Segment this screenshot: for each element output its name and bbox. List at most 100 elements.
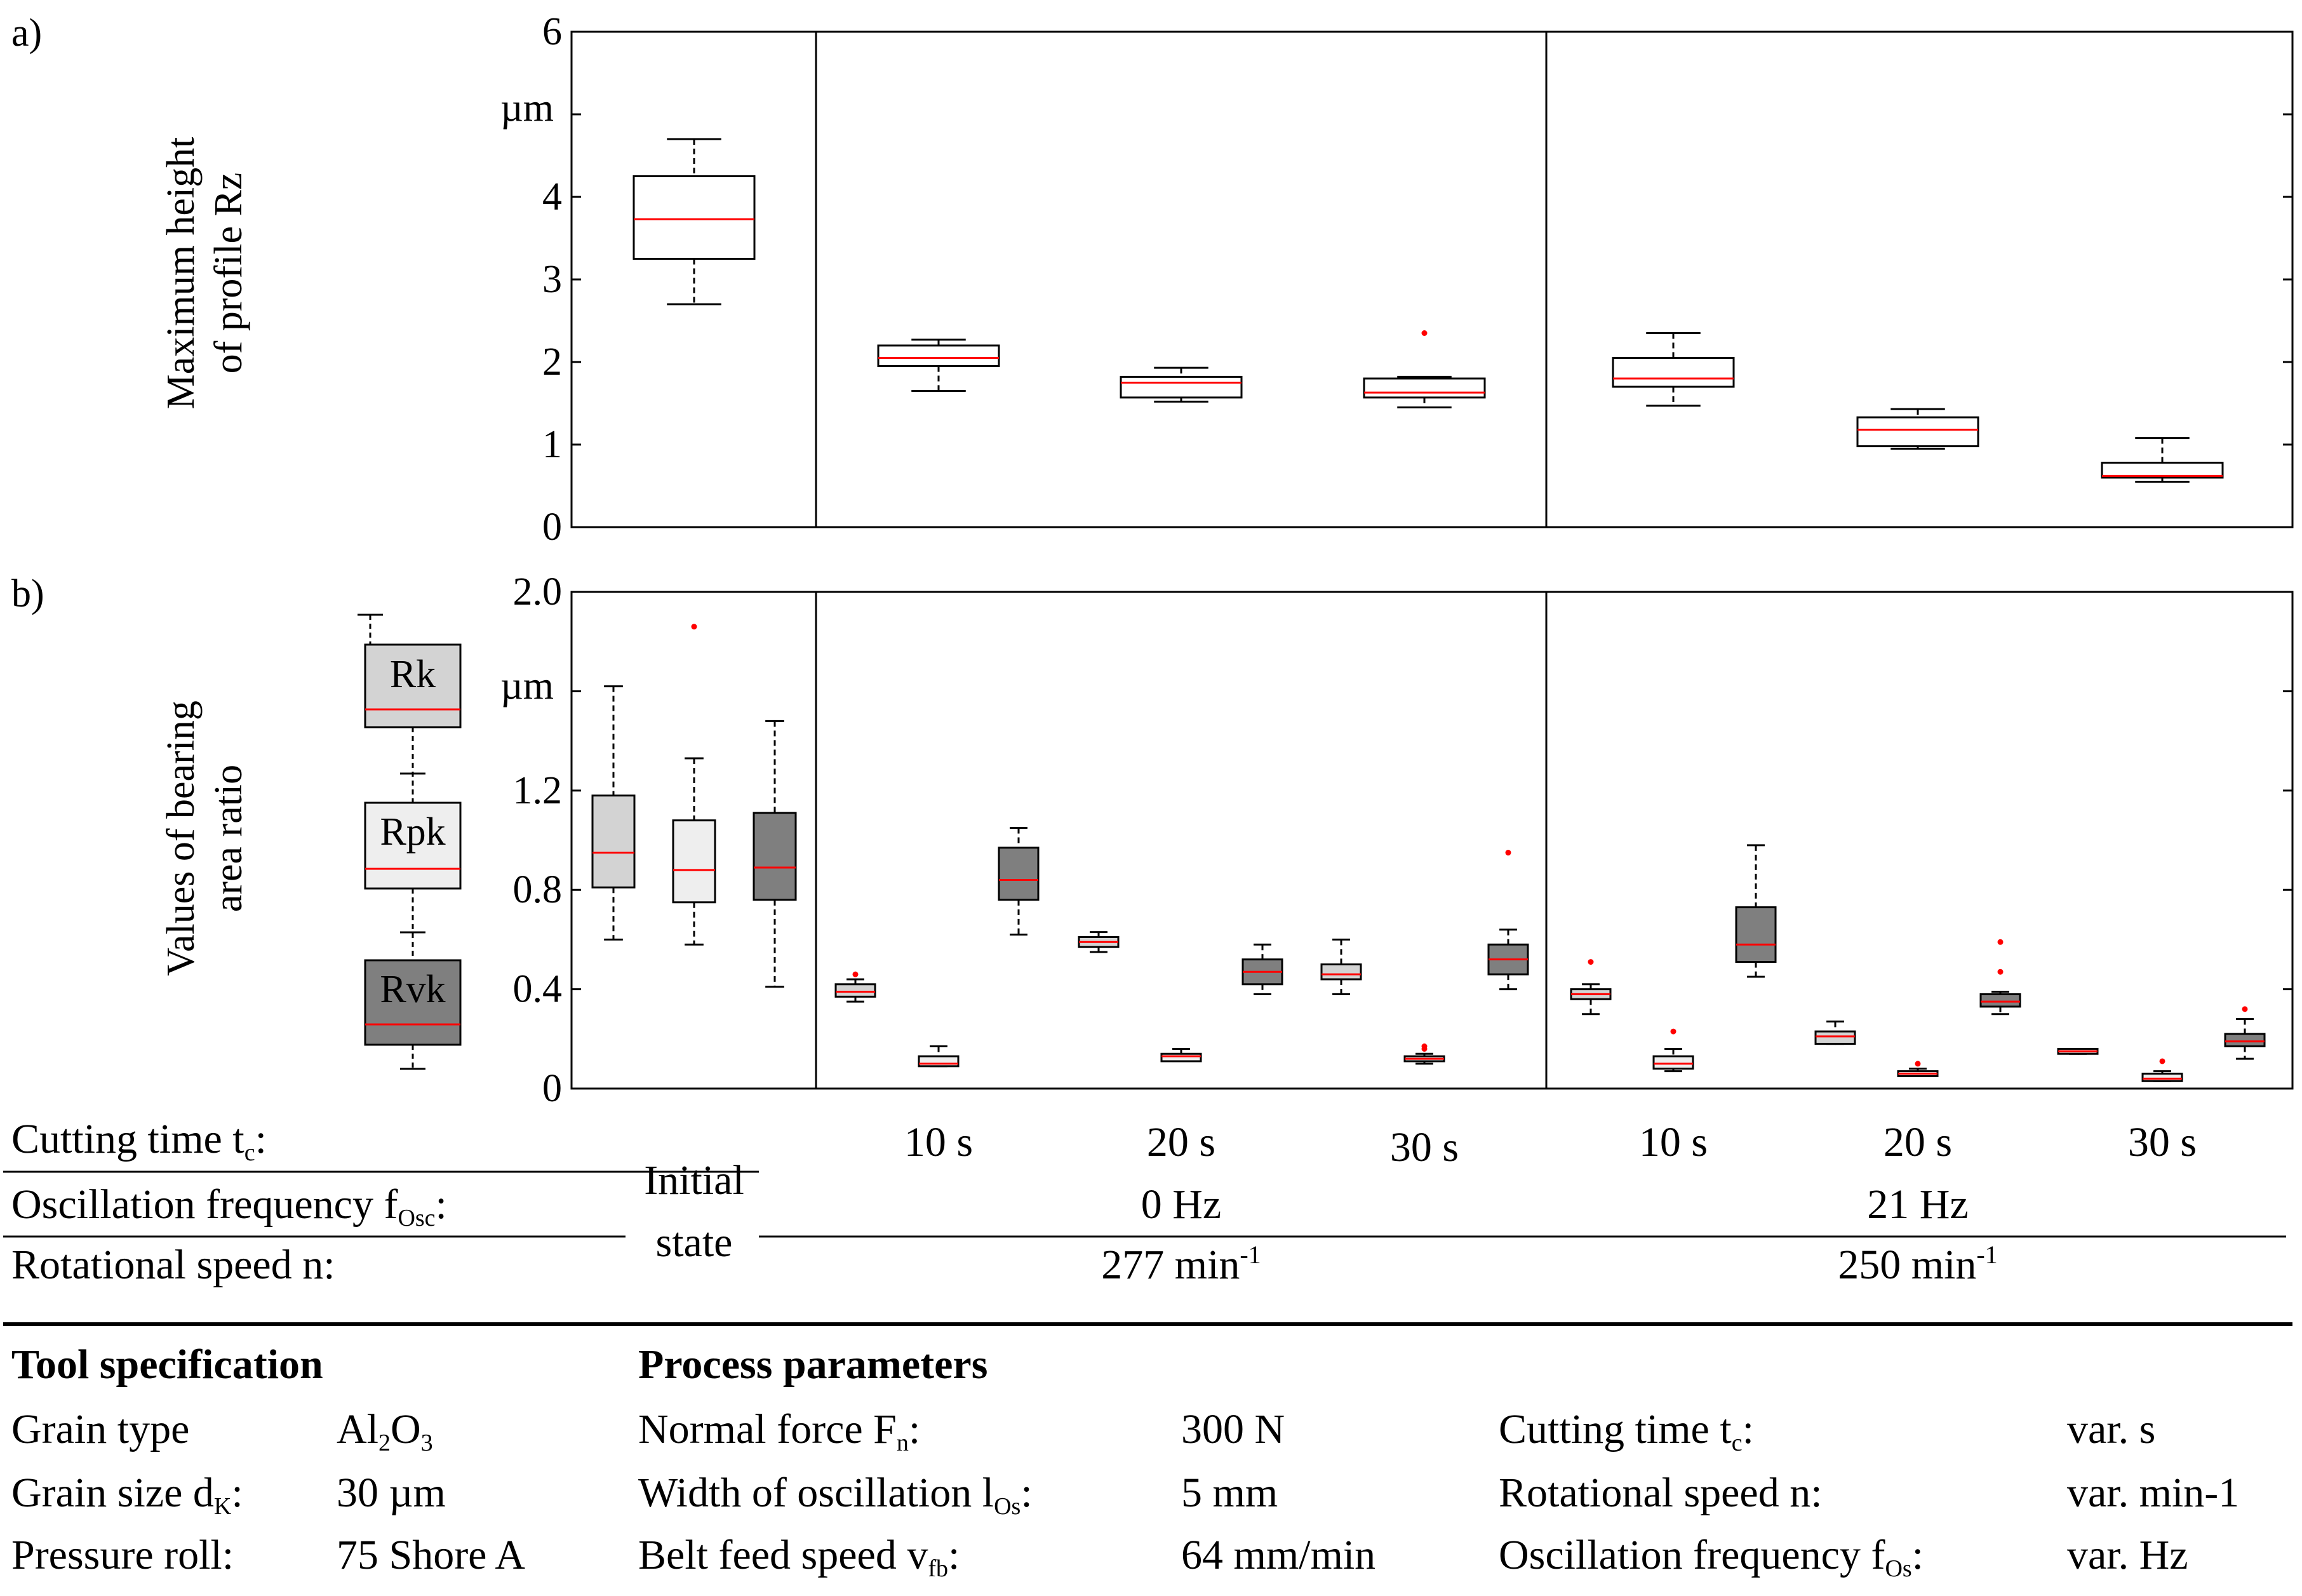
plot-b-y-axis: 0 0.4 0.8 1.2 2.0	[513, 570, 2292, 1110]
box-iqr	[1652, 1055, 1694, 1070]
box-b-7	[1160, 1047, 1202, 1063]
box-iqr	[672, 819, 716, 904]
plot-a-y-axis: 0 1 2 3 4 6	[542, 10, 2292, 549]
cutting-time-label: Cutting time tc:	[11, 1116, 267, 1166]
legend-rpk-label: Rpk	[380, 810, 445, 854]
rot-speed-param-label: Rotational speed n:	[1499, 1470, 1823, 1516]
plot-b-legend: Rk Rpk Rvk	[358, 614, 462, 1070]
cutting-time-0hz-20s: 20 s	[1147, 1119, 1215, 1165]
box-b-18	[2057, 1047, 2099, 1055]
legend-rvk-swatch	[364, 959, 462, 1046]
process-params-title: Process parameters	[638, 1341, 987, 1388]
box-b-19	[2141, 1058, 2183, 1082]
tool-spec-title: Tool specification	[11, 1341, 323, 1388]
box-iqr	[2101, 462, 2224, 479]
box-a-4	[1612, 332, 1735, 407]
legend-rk-swatch	[364, 643, 462, 728]
plot-b-boxes	[591, 624, 2266, 1082]
outlier-point	[852, 971, 859, 977]
box-iqr	[2224, 1033, 2266, 1048]
box-b-12	[1570, 959, 1612, 1016]
plot-a-boxes	[632, 138, 2224, 483]
panel-a-label: a)	[11, 11, 42, 55]
rotational-speed-label: Rotational speed n:	[11, 1242, 335, 1288]
plot-b-frame	[570, 591, 2294, 1090]
box-iqr	[591, 795, 636, 889]
box-iqr	[1735, 906, 1777, 963]
plot-b-unit: µm	[500, 664, 554, 707]
box-iqr	[2141, 1073, 2183, 1082]
box-b-3	[834, 971, 876, 1003]
box-b-5	[998, 826, 1040, 936]
plot-b-ylabel-line1: Values of bearing	[159, 701, 203, 976]
plot-a-ylabel-line1: Maximum height	[159, 137, 203, 410]
pressure-roll-label: Pressure roll:	[11, 1532, 234, 1578]
cutting-time-21hz-10s: 10 s	[1639, 1119, 1708, 1165]
belt-feed-value: 64 mm/min	[1181, 1532, 1375, 1578]
box-b-1	[672, 624, 716, 946]
belt-feed-label: Belt feed speed vfb:	[638, 1532, 960, 1582]
box-a-6	[2101, 437, 2224, 483]
y-tick-label: 6	[542, 10, 562, 53]
plot-a-frame	[570, 30, 2294, 528]
box-a-1	[877, 339, 1000, 392]
box-b-10	[1403, 1043, 1445, 1065]
box-iqr	[1363, 377, 1486, 399]
box-b-0	[591, 685, 636, 941]
panel-b: b) 0 0.4 0.8 1.2 2.0 µm Values of bearing ar…	[11, 570, 2294, 1110]
y-tick-label: 2	[542, 340, 562, 384]
outlier-point	[1670, 1028, 1676, 1035]
frequency-21hz: 21 Hz	[1867, 1181, 1968, 1228]
outlier-point	[691, 624, 697, 630]
width-oscillation-value: 5 mm	[1181, 1470, 1278, 1516]
cutting-time-param-label: Cutting time tc:	[1499, 1406, 1754, 1456]
box-iqr	[1979, 993, 2021, 1008]
oscillation-label: Oscillation frequency fOsc:	[11, 1181, 447, 1231]
legend-rpk-swatch	[364, 801, 462, 890]
box-iqr	[877, 344, 1000, 367]
box-iqr	[998, 847, 1040, 901]
y-tick-label: 1	[542, 423, 562, 466]
box-iqr	[1320, 963, 1362, 981]
box-b-15	[1814, 1020, 1856, 1045]
grain-type-value: Al2O3	[337, 1406, 433, 1456]
outlier-point	[1505, 850, 1511, 856]
grain-size-value: 30 µm	[337, 1470, 446, 1516]
box-iqr	[918, 1055, 960, 1068]
outlier-point	[2159, 1058, 2165, 1064]
speed-250: 250 min-1	[1838, 1240, 1998, 1288]
y-tick-label: 0.8	[513, 868, 563, 911]
outlier-point	[1421, 1043, 1428, 1050]
specifications: Tool specification Process parameters Gr…	[11, 1341, 2239, 1582]
osc-freq-param-value: var. Hz	[2067, 1532, 2188, 1578]
plot-a-unit: µm	[500, 86, 554, 130]
outlier-point	[1421, 330, 1428, 336]
box-b-8	[1241, 943, 1283, 995]
box-b-13	[1652, 1028, 1694, 1073]
box-iqr	[1856, 416, 1979, 448]
initial-state-line2: state	[656, 1219, 733, 1266]
box-b-20	[2224, 1006, 2266, 1060]
frequency-0hz: 0 Hz	[1141, 1181, 1221, 1228]
cutting-time-param-value: var. s	[2067, 1406, 2155, 1452]
box-b-4	[918, 1045, 960, 1068]
y-tick-label: 1.2	[513, 769, 563, 812]
rot-speed-param-value: var. min-1	[2067, 1470, 2239, 1516]
box-b-6	[1078, 931, 1120, 953]
legend-rvk-label: Rvk	[380, 968, 445, 1011]
box-b-11	[1487, 850, 1529, 991]
box-iqr	[1814, 1030, 1856, 1045]
box-b-9	[1320, 938, 1362, 995]
box-b-17	[1979, 939, 2021, 1016]
cutting-time-21hz-30s: 30 s	[2128, 1119, 2197, 1165]
plot-b-ylabel-line2: area ratio	[207, 765, 250, 912]
y-tick-label: 3	[542, 258, 562, 301]
grain-size-label: Grain size dK:	[11, 1470, 243, 1520]
outlier-point	[1997, 939, 2004, 945]
cutting-time-0hz-30s: 30 s	[1390, 1124, 1459, 1170]
box-a-3	[1363, 330, 1486, 408]
plot-a-ylabel-line2: of profile Rz	[207, 173, 250, 374]
outlier-point	[2242, 1006, 2248, 1012]
y-tick-label: 2.0	[513, 570, 563, 614]
y-tick-label: 0	[542, 1067, 562, 1110]
